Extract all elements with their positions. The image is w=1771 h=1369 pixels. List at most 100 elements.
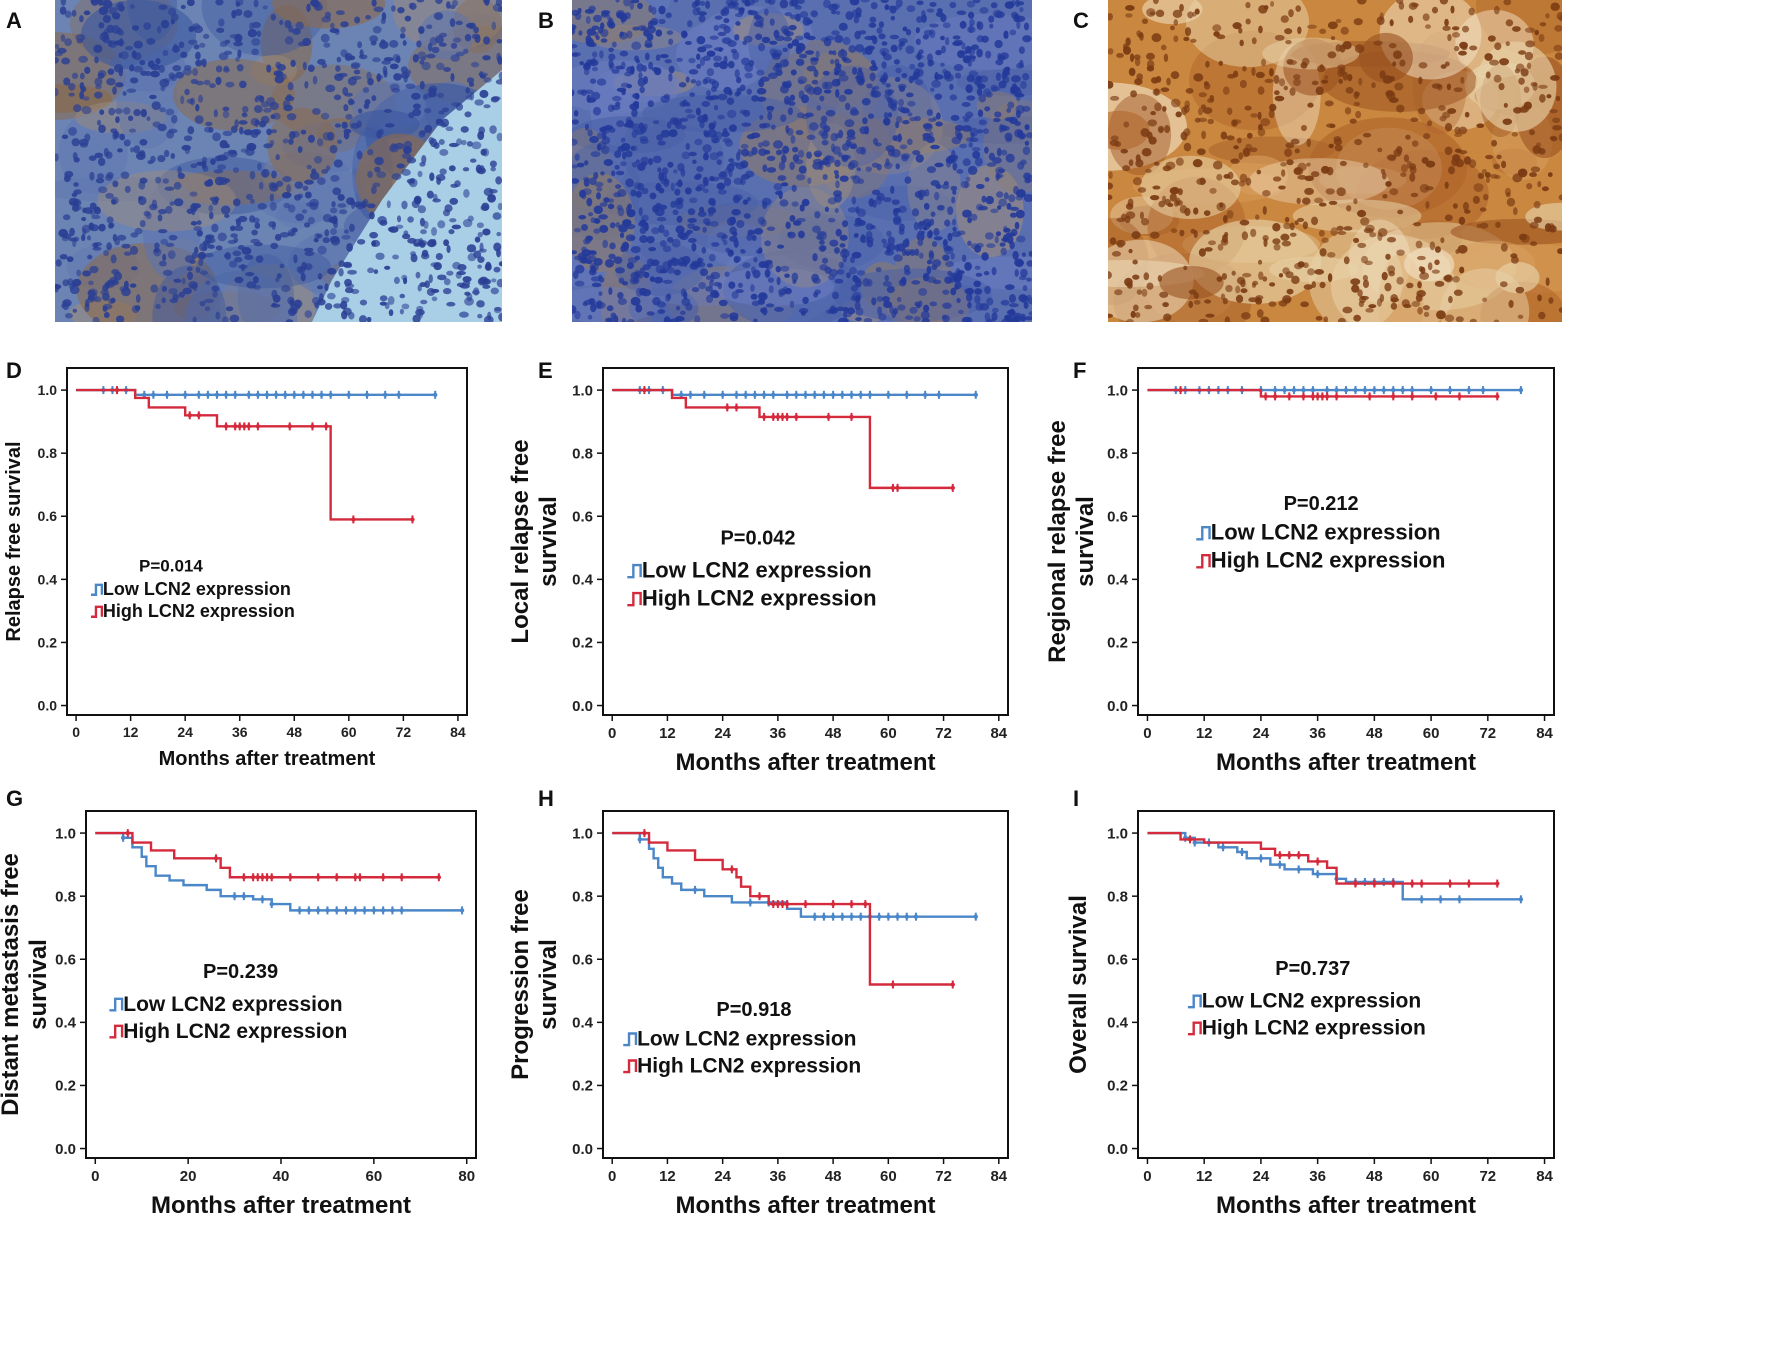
censor-dot-low bbox=[821, 392, 827, 398]
censor-dot-low bbox=[246, 392, 252, 398]
censor-dot-high bbox=[269, 875, 274, 880]
censor-dot-high bbox=[357, 875, 363, 880]
censor-dot-high bbox=[1419, 881, 1424, 886]
censor-dot-high bbox=[890, 485, 896, 491]
censor-dot-low bbox=[761, 392, 767, 398]
y-tick-label: 0.4 bbox=[572, 572, 594, 589]
legend-label-high: High LCN2 expression bbox=[123, 1020, 347, 1043]
censor-dot-high bbox=[1353, 881, 1358, 886]
censor-dot-high bbox=[775, 414, 781, 420]
x-tick-label: 40 bbox=[273, 1168, 290, 1185]
censor-dot-low bbox=[164, 392, 170, 398]
censor-dot-high bbox=[1367, 394, 1372, 399]
censor-dot-high bbox=[246, 424, 252, 429]
censor-dot-low bbox=[151, 392, 156, 398]
km-curve-high bbox=[612, 831, 953, 986]
censor-dot-low bbox=[325, 908, 330, 913]
censor-dot-high bbox=[125, 830, 130, 836]
y-tick-label: 0.4 bbox=[38, 571, 58, 587]
censor-dot-low bbox=[679, 392, 684, 398]
censor-dot-low bbox=[1301, 387, 1306, 393]
y-axis-title: Regional relapse free bbox=[1044, 420, 1071, 663]
censor-dot-high bbox=[1178, 387, 1183, 393]
censor-dot-low bbox=[1277, 862, 1283, 867]
censor-dot-low bbox=[840, 914, 845, 919]
legend-swatch-high bbox=[109, 1024, 124, 1039]
p-value: P=0.239 bbox=[203, 961, 278, 983]
x-tick-label: 24 bbox=[714, 1168, 731, 1185]
y-tick-label: 0.2 bbox=[55, 1078, 76, 1095]
censor-dot-low bbox=[1518, 387, 1524, 393]
censor-dot-high bbox=[830, 901, 836, 907]
censor-dot-low bbox=[382, 392, 388, 398]
censor-dot-high bbox=[1457, 394, 1462, 399]
censor-dot-low bbox=[973, 392, 978, 398]
censor-dot-high bbox=[642, 387, 647, 393]
legend-label-high: High LCN2 expression bbox=[637, 1054, 861, 1077]
censor-dot-high bbox=[255, 875, 260, 880]
x-tick-label: 36 bbox=[1309, 725, 1326, 742]
km-curve-low bbox=[95, 831, 463, 912]
legend-swatch-high bbox=[627, 591, 642, 607]
panel-letter-d: D bbox=[6, 358, 22, 383]
censor-dot-low bbox=[1310, 387, 1316, 393]
panel-letter-b: B bbox=[538, 8, 554, 33]
y-tick-label: 1.0 bbox=[55, 825, 76, 842]
x-tick-label: 48 bbox=[825, 725, 842, 742]
censor-dot-low bbox=[830, 392, 836, 398]
censor-dot-high bbox=[725, 405, 730, 410]
censor-dot-low bbox=[241, 893, 247, 899]
censor-dot-high bbox=[729, 867, 735, 872]
censor-dot-low bbox=[1296, 867, 1301, 872]
x-axis-title: Months after treatment bbox=[1216, 749, 1476, 776]
censor-dot-high bbox=[315, 875, 321, 880]
y-tick-label: 0.4 bbox=[1107, 572, 1129, 589]
censor-dot-low bbox=[849, 392, 854, 398]
censor-dot-low bbox=[1220, 845, 1226, 850]
censor-dot-low bbox=[223, 392, 229, 398]
y-tick-label: 0.6 bbox=[1107, 509, 1128, 526]
censor-dot-low bbox=[1409, 387, 1415, 393]
censor-dot-low bbox=[142, 392, 147, 398]
censor-dot-high bbox=[950, 982, 955, 987]
x-tick-label: 72 bbox=[935, 725, 952, 742]
y-axis-title: survival bbox=[25, 939, 52, 1030]
x-tick-label: 12 bbox=[1196, 725, 1213, 742]
censor-dot-high bbox=[213, 856, 219, 861]
x-tick-label: 48 bbox=[1366, 725, 1383, 742]
censor-dot-low bbox=[371, 908, 377, 913]
censor-dot-high bbox=[780, 414, 785, 420]
censor-dot-low bbox=[904, 392, 909, 398]
legend-swatch-low bbox=[91, 583, 104, 596]
censor-dot-high bbox=[1310, 394, 1316, 399]
censor-dot-low bbox=[328, 392, 333, 398]
censor-dot-high bbox=[196, 413, 202, 418]
legend-swatch-low bbox=[623, 1032, 638, 1047]
censor-dot-low bbox=[260, 897, 265, 902]
legend-swatch-high bbox=[623, 1059, 638, 1074]
histology-photo-b bbox=[572, 0, 1032, 322]
censor-dot-low bbox=[292, 392, 297, 398]
y-axis-title: survival bbox=[535, 496, 562, 587]
censor-dot-low bbox=[784, 392, 790, 398]
x-tick-label: 48 bbox=[1366, 1168, 1383, 1185]
y-tick-label: 1.0 bbox=[38, 382, 58, 398]
y-tick-label: 0.8 bbox=[1107, 888, 1128, 905]
x-tick-label: 60 bbox=[880, 725, 897, 742]
censor-dot-high bbox=[1287, 394, 1292, 399]
censor-dot-low bbox=[876, 914, 882, 919]
legend-label-high: High LCN2 expression bbox=[1202, 1017, 1426, 1040]
censor-dot-high bbox=[734, 405, 739, 410]
censor-dot-low bbox=[748, 900, 753, 905]
x-tick-label: 0 bbox=[1143, 725, 1151, 742]
p-value: P=0.042 bbox=[720, 528, 795, 550]
y-tick-label: 1.0 bbox=[572, 382, 593, 399]
chart-g: 0.0 0.2 0.4 0.6 0.8 1.0 0 20 40 60 80 Months after … bbox=[0, 810, 477, 1219]
censor-dot-high bbox=[287, 424, 292, 429]
x-tick-label: 0 bbox=[608, 1168, 616, 1185]
censor-dot-high bbox=[1409, 881, 1415, 886]
censor-dot-low bbox=[1282, 387, 1287, 393]
plot-frame bbox=[66, 367, 468, 716]
censor-dot-low bbox=[1239, 849, 1245, 855]
x-tick-label: 24 bbox=[714, 725, 731, 742]
